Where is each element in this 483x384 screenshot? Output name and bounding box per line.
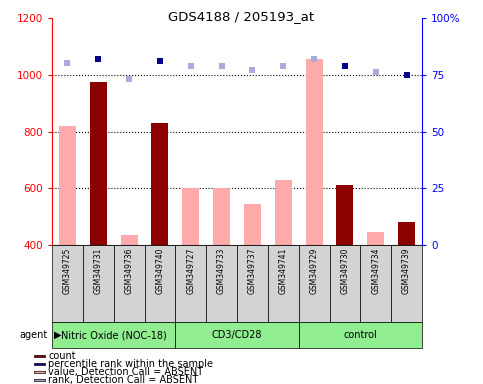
Text: GSM349737: GSM349737 bbox=[248, 247, 257, 294]
Text: CD3/CD28: CD3/CD28 bbox=[212, 330, 262, 340]
Text: GSM349739: GSM349739 bbox=[402, 247, 411, 294]
Bar bbox=[298, 322, 422, 348]
Text: GSM349729: GSM349729 bbox=[310, 247, 319, 294]
Bar bbox=[52, 245, 83, 322]
Text: value, Detection Call = ABSENT: value, Detection Call = ABSENT bbox=[48, 367, 203, 377]
Text: GSM349740: GSM349740 bbox=[156, 247, 164, 294]
Text: GSM349725: GSM349725 bbox=[63, 247, 72, 294]
Text: Nitric Oxide (NOC-18): Nitric Oxide (NOC-18) bbox=[61, 330, 167, 340]
Bar bbox=[391, 245, 422, 322]
Text: control: control bbox=[343, 330, 377, 340]
Text: GSM349727: GSM349727 bbox=[186, 247, 195, 294]
Bar bbox=[206, 245, 237, 322]
Bar bbox=[244, 204, 261, 245]
Bar bbox=[175, 245, 206, 322]
Text: GDS4188 / 205193_at: GDS4188 / 205193_at bbox=[169, 10, 314, 23]
Bar bbox=[52, 322, 175, 348]
Text: percentile rank within the sample: percentile rank within the sample bbox=[48, 359, 213, 369]
Bar bbox=[275, 180, 292, 245]
Bar bbox=[90, 82, 107, 245]
Text: GSM349741: GSM349741 bbox=[279, 247, 288, 294]
Bar bbox=[144, 245, 175, 322]
Bar bbox=[337, 185, 354, 245]
Bar bbox=[329, 245, 360, 322]
Bar bbox=[83, 245, 114, 322]
Text: GSM349730: GSM349730 bbox=[341, 247, 349, 294]
Text: GSM349733: GSM349733 bbox=[217, 247, 226, 294]
Text: GSM349734: GSM349734 bbox=[371, 247, 380, 294]
Text: ▶: ▶ bbox=[55, 330, 62, 340]
Text: agent: agent bbox=[19, 330, 47, 340]
Bar bbox=[306, 59, 323, 245]
Bar bbox=[114, 245, 144, 322]
Bar bbox=[121, 235, 138, 245]
Bar bbox=[152, 123, 169, 245]
Bar bbox=[237, 245, 268, 322]
Bar bbox=[367, 232, 384, 245]
Text: GSM349731: GSM349731 bbox=[94, 247, 103, 294]
Bar bbox=[213, 188, 230, 245]
Bar bbox=[34, 371, 45, 373]
Bar bbox=[360, 245, 391, 322]
Bar bbox=[175, 322, 298, 348]
Bar bbox=[298, 245, 329, 322]
Bar bbox=[59, 126, 76, 245]
Bar bbox=[268, 245, 298, 322]
Bar bbox=[34, 363, 45, 365]
Bar bbox=[34, 355, 45, 357]
Text: rank, Detection Call = ABSENT: rank, Detection Call = ABSENT bbox=[48, 375, 199, 384]
Bar bbox=[182, 188, 199, 245]
Text: GSM349736: GSM349736 bbox=[125, 247, 134, 294]
Bar bbox=[398, 222, 415, 245]
Text: count: count bbox=[48, 351, 76, 361]
Bar bbox=[34, 379, 45, 381]
